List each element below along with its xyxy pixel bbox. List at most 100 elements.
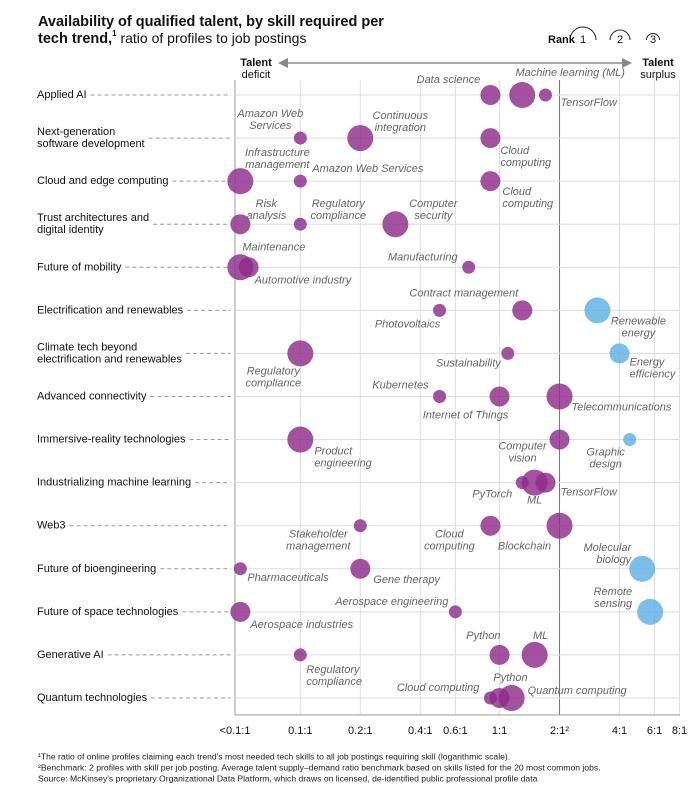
skill-label: Infrastructure management [245, 147, 310, 171]
skill-label-line: Cloud [502, 186, 532, 198]
subtitle: ratio of profiles to job postings [117, 30, 307, 46]
skill-label: Cloud computing [424, 529, 476, 553]
skill-label: Amazon Web Services [311, 163, 424, 175]
bubble [238, 257, 259, 278]
legend-symbol [646, 33, 660, 41]
skill-label-line: ML [527, 495, 542, 507]
skill-label: Photovoltaics [375, 318, 441, 330]
skill-label-line: Regulatory [247, 365, 302, 377]
category-label-line: Trust architectures and [37, 212, 149, 224]
skill-label-line: Regulatory [306, 664, 361, 676]
skill-label: Aerospace industries [249, 619, 353, 631]
bubble [489, 644, 510, 665]
skill-label-line: Product [314, 445, 353, 457]
skill-label: Sustainability [436, 357, 502, 369]
skill-label: Internet of Things [423, 409, 509, 421]
bubble [353, 519, 367, 533]
x-tick-label: 4:1 [612, 725, 627, 737]
skill-label-line: Data science [417, 74, 481, 86]
skill-label-line: computing [500, 157, 552, 169]
skill-label-line: Sustainability [436, 357, 502, 369]
skill-label: Maintenance [242, 241, 305, 253]
category-label-line: Immersive-reality technologies [37, 433, 186, 445]
category-label: Advanced connectivity [37, 390, 147, 402]
skill-label-line: vision [508, 452, 536, 464]
skill-label: Stakeholder management [286, 529, 351, 553]
x-tick-label: 0.1:1 [288, 725, 312, 737]
skill-label-line: efficiency [629, 368, 676, 380]
skill-label-line: Automotive industry [254, 274, 353, 286]
category-label-line: Next-generation [37, 126, 115, 138]
category-label: Future of mobility [37, 261, 122, 273]
skill-label-line: biology [596, 554, 632, 566]
category-label: Industrializing machine learning [37, 477, 191, 489]
skill-label-line: Internet of Things [423, 409, 509, 421]
skill-label-line: Python [466, 630, 500, 642]
skill-label-line: Telecommunications [572, 401, 672, 413]
skill-label-line: Infrastructure [245, 147, 310, 159]
bubble [629, 555, 656, 582]
category-label-line: Future of bioengineering [37, 563, 156, 575]
bubble [230, 214, 251, 235]
legend-symbol [569, 26, 597, 41]
footnote: Source: McKinsey's proprietary Organizat… [38, 773, 538, 783]
arrow-head [278, 58, 288, 68]
x-tick-label: 0.2:1 [348, 725, 372, 737]
title-line: Availability of qualified talent, by ski… [38, 14, 384, 30]
x-tick-label: 0.6:1 [443, 725, 467, 737]
skill-label-line: energy [622, 327, 657, 339]
category-label: Cloud and edge computing [37, 175, 168, 187]
skill-label-line: Renewable [611, 315, 666, 327]
category-label-line: software development [37, 138, 145, 150]
skill-label-line: Molecular [584, 542, 633, 554]
bubble [609, 343, 630, 364]
skill-label: Automotive industry [254, 274, 353, 286]
bubble [538, 88, 552, 102]
category-label: Future of space technologies [37, 606, 179, 618]
deficit-label: Talent deficit [240, 57, 272, 81]
title-line: tech trend, [38, 31, 112, 47]
category-label: Electrification and renewables [37, 304, 184, 316]
category-label: Climate tech beyond electrification and r… [37, 341, 182, 365]
skill-label-line: management [245, 159, 310, 171]
skill-label: Cloud computing [500, 145, 552, 169]
skill-label-line: Risk [256, 198, 278, 210]
category-label: Trust architectures and digital identity [37, 212, 149, 236]
skill-label-line: Aerospace industries [249, 619, 353, 631]
skill-label-line: Python [493, 672, 527, 684]
bubble [293, 217, 307, 231]
footnote: ²Benchmark: 2 profiles with skill per jo… [38, 762, 601, 772]
skill-label-line: analysis [246, 210, 286, 222]
skill-label-line: Aerospace engineering [334, 596, 449, 608]
category-label-line: Generative AI [37, 649, 104, 661]
category-label: Future of bioengineering [37, 563, 156, 575]
bubble [433, 303, 447, 317]
skill-label: Blockchain [498, 541, 551, 553]
skill-label: Energy efficiency [629, 356, 676, 380]
category-label-line: Cloud and edge computing [37, 175, 168, 187]
skill-label-line: Services [249, 120, 292, 132]
bubble [512, 300, 533, 321]
skill-label-line: Maintenance [242, 241, 305, 253]
skill-label-line: Cloud [435, 529, 465, 541]
bubble [480, 171, 501, 192]
surplus-label-line: Talent [642, 57, 674, 69]
bubble [382, 211, 409, 238]
bubble [480, 515, 501, 536]
skill-label: Cloud computing [502, 186, 554, 210]
category-label-line: Web3 [37, 520, 66, 532]
bubble [347, 125, 374, 152]
chart-title: Availability of qualified talent, by ski… [38, 14, 384, 30]
skill-label-line: Regulatory [312, 198, 367, 210]
bubble [623, 433, 637, 447]
skill-label-line: TensorFlow [560, 97, 618, 109]
skill-label: Python [466, 630, 500, 642]
skill-label: Remote sensing [594, 586, 633, 610]
skill-label-line: Computer [498, 440, 548, 452]
bubble [521, 641, 548, 668]
bubble [509, 82, 536, 108]
skill-label-line: Pharmaceuticals [247, 572, 329, 584]
bubble [637, 598, 664, 625]
bubble [287, 340, 314, 367]
skill-label-line: PyTorch [472, 489, 512, 501]
